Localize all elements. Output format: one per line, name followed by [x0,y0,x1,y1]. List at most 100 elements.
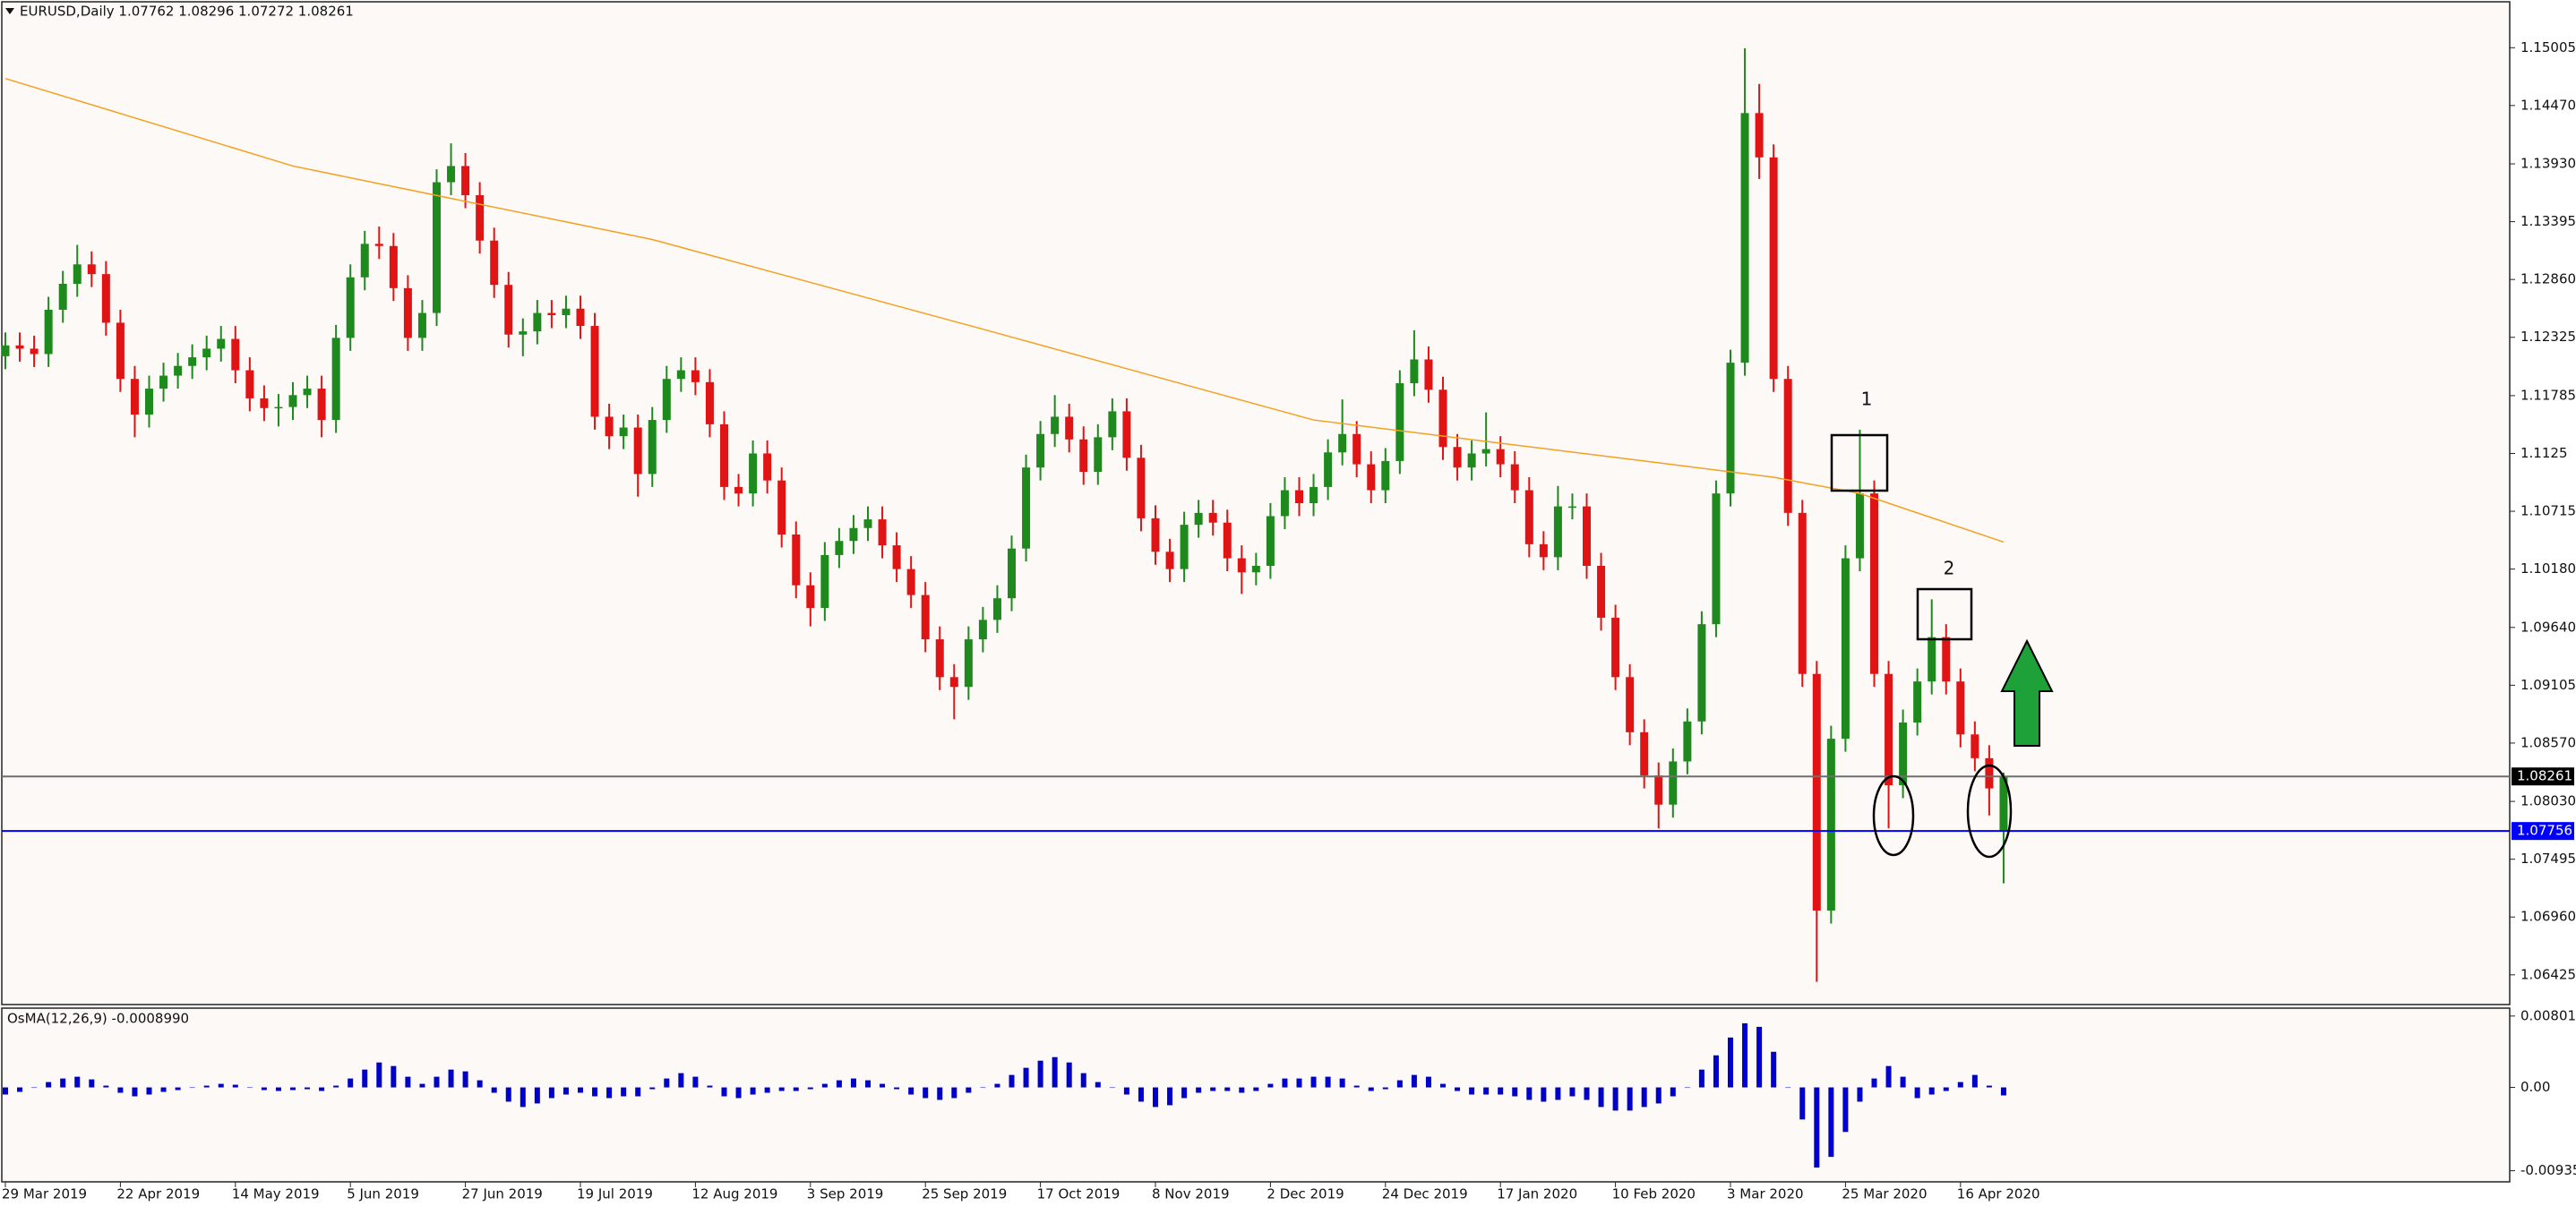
candle-body [303,389,312,396]
x-tick-label: 24 Dec 2019 [1382,1186,1468,1202]
osma-bar [232,1084,238,1088]
candle-body [374,244,383,246]
candle-body [978,620,987,640]
y-tick-label: 1.07495 [2520,851,2576,867]
candle-body [1539,543,1548,558]
osma-bar [419,1083,425,1088]
candle-body [260,398,269,408]
candle-body [590,326,599,417]
candle-body [58,284,67,310]
osma-bar [1655,1087,1662,1104]
osma-bar [1368,1087,1374,1091]
candle-body [1022,467,1031,549]
candle-body [806,585,815,609]
candle-body [1381,460,1390,491]
osma-bar [1814,1087,1820,1168]
candle-body [461,166,470,196]
candle-body [504,285,513,335]
candle-body [433,182,441,313]
osma-bar [261,1087,267,1091]
osma-bar [1871,1078,1877,1088]
candle-body [662,379,671,421]
candle-body [1999,776,2008,831]
osma-bar [1455,1087,1461,1091]
osma-bar [189,1087,195,1089]
candle-body [1524,490,1533,544]
candle-body [1812,673,1821,911]
osma-bar [1080,1073,1086,1088]
osma-bar [391,1065,397,1088]
osma-bar [103,1085,109,1088]
candle-body [1036,433,1045,468]
candle-body [346,277,355,338]
candle-body [1165,552,1174,569]
candle-body [159,375,168,389]
candle-body [720,423,728,487]
osma-bar [1325,1076,1331,1088]
y-tick-label: 1.11785 [2520,387,2576,403]
candle-body [921,594,930,640]
osma-bar [1541,1087,1547,1102]
candle-body [130,379,139,415]
osma-bar [160,1087,167,1092]
osma-bar [649,1087,656,1090]
osma-bar [1109,1087,1115,1089]
candle-body [490,240,499,286]
candle-body [202,348,211,358]
osma-bar [1756,1026,1763,1088]
x-tick-label: 2 Dec 2019 [1267,1186,1344,1202]
candle-body [1438,389,1447,448]
x-tick-label: 16 Apr 2020 [1957,1186,2040,1202]
osma-bar [348,1078,354,1088]
x-tick-label: 12 Aug 2019 [691,1186,777,1202]
candle-body [245,370,254,398]
x-tick-label: 19 Jul 2019 [577,1186,653,1202]
candle-body [906,569,915,595]
y-tick-label: 1.08570 [2520,734,2576,750]
candle-body [1008,548,1016,599]
osma-bar [1282,1078,1288,1088]
candle-body [749,453,758,494]
candle-body [174,365,183,376]
y-tick-label: 1.09640 [2520,619,2576,635]
candle-body [1223,522,1232,559]
candle-body [533,312,542,332]
x-tick-label: 3 Sep 2019 [807,1186,884,1202]
y-tick-label: 1.10715 [2520,503,2576,519]
x-tick-label: 17 Jan 2020 [1497,1186,1577,1202]
candle-body [1208,512,1217,523]
osma-bar [1052,1056,1058,1088]
candle-body [1510,464,1519,491]
osma-bar [1469,1087,1475,1095]
x-tick-label: 25 Sep 2019 [922,1186,1007,1202]
candle-body [1899,723,1908,785]
osma-bar [1440,1083,1446,1088]
candle-body [1913,681,1922,723]
candle-body [1971,734,1979,758]
box-1 [1830,433,1889,492]
dropdown-icon[interactable] [5,8,14,14]
candle-body [519,331,528,335]
candle-body [562,308,571,315]
candle-body [145,389,153,415]
osma-bar [1828,1087,1834,1158]
osma-bar [1095,1082,1101,1088]
osma-bar [448,1069,454,1088]
y-tick-label: 1.08030 [2520,793,2576,809]
candle-body [1885,673,1893,785]
osma-bar [836,1080,842,1088]
osma-bar [707,1085,713,1088]
candle-body [1942,637,1951,682]
osma-bar [1396,1080,1403,1088]
osma-bar [477,1080,483,1088]
osma-bar [692,1076,699,1088]
candle-body [1496,449,1505,465]
candle-body [605,416,614,437]
osma-bar [1353,1085,1360,1088]
osma-bar [146,1087,152,1095]
osma-bar [1196,1087,1202,1093]
osma-bar [376,1062,382,1088]
osma-bar [1411,1074,1417,1088]
osma-bar [1598,1087,1604,1108]
